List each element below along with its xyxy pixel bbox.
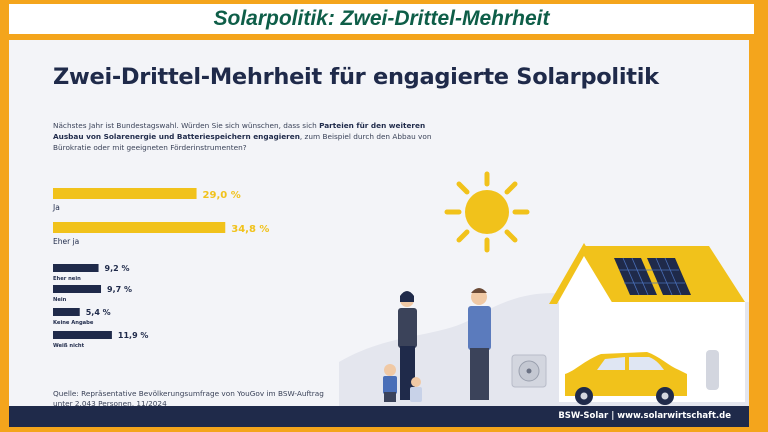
family-icon (383, 288, 491, 402)
question-text-bold: Parteien für den weiteren Ausbau von Sol… (53, 121, 426, 141)
category-label: Ja (52, 203, 60, 212)
question-text-end: , zum Beispiel durch den Abbau von Bürok… (53, 132, 432, 152)
wallbox-icon (706, 350, 719, 390)
infographic-panel: Zwei-Drittel-Mehrheit für engagierte Sol… (9, 40, 749, 427)
bar-chart: 29,0 % Ja 34,8 % Eher ja 9,2 % Eher nein 9,7 %… (52, 188, 269, 349)
heat-pump-icon (511, 354, 547, 388)
solar-panel-left (614, 258, 657, 295)
banner: Solarpolitik: Zwei-Drittel-Mehrheit (9, 4, 754, 34)
bar (53, 222, 226, 233)
footer-bar: BSW-Solar | www.solarwirtschaft.de (9, 406, 749, 427)
accent-stripe (749, 40, 758, 427)
infographic-headline: Zwei-Drittel-Mehrheit für engagierte Sol… (53, 64, 659, 90)
bar (53, 308, 80, 316)
question-text-start: Nächstes Jahr ist Bundestagswahl. Würden… (53, 121, 320, 130)
category-label: Eher nein (53, 276, 81, 282)
category-label: Eher ja (53, 237, 79, 246)
sun-icon (444, 171, 530, 253)
value-label: 11,9 % (118, 331, 149, 340)
bar (53, 285, 102, 293)
source-line-2: unter 2.043 Personen, 11/2024 (53, 399, 167, 408)
car-icon (565, 352, 687, 405)
value-label: 9,2 % (105, 264, 130, 273)
source-line-1: Quelle: Repräsentative Bevölkerungsumfra… (53, 389, 324, 398)
survey-question: Nächstes Jahr ist Bundestagswahl. Würden… (53, 120, 433, 153)
source-note: Quelle: Repräsentative Bevölkerungsumfra… (53, 389, 373, 409)
bar (53, 188, 197, 199)
bar (53, 331, 112, 339)
value-label: 5,4 % (86, 308, 111, 317)
category-label: Nein (53, 297, 67, 303)
solar-panel-right (647, 258, 691, 295)
infographic-card: Zwei-Drittel-Mehrheit für engagierte Sol… (9, 40, 758, 427)
solar-house-illustration (339, 171, 749, 406)
banner-title: Solarpolitik: Zwei-Drittel-Mehrheit (213, 7, 550, 30)
value-label: 29,0 % (203, 190, 241, 201)
value-label: 34,8 % (231, 224, 269, 235)
category-label: Weiß nicht (53, 343, 85, 349)
category-label: Keine Angabe (53, 320, 94, 326)
value-label: 9,7 % (107, 285, 132, 294)
bar (53, 264, 99, 272)
sun-disc (465, 190, 509, 234)
footer-credit: BSW-Solar | www.solarwirtschaft.de (558, 411, 731, 421)
